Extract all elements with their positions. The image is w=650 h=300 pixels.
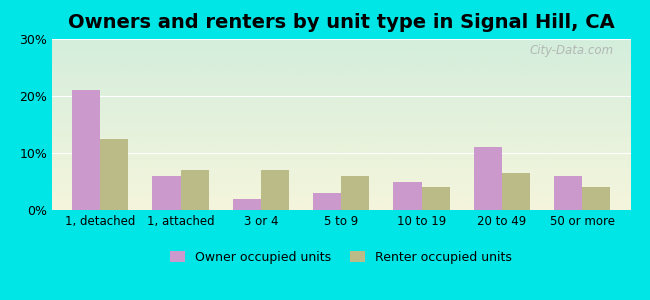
- Bar: [502, 173, 530, 210]
- Bar: [181, 170, 209, 210]
- Bar: [261, 170, 289, 210]
- Bar: [72, 90, 100, 210]
- Bar: [341, 176, 369, 210]
- Bar: [393, 182, 422, 210]
- Legend: Owner occupied units, Renter occupied units: Owner occupied units, Renter occupied un…: [165, 246, 517, 269]
- Bar: [313, 193, 341, 210]
- Bar: [554, 176, 582, 210]
- Bar: [474, 147, 502, 210]
- Bar: [153, 176, 181, 210]
- Text: City-Data.com: City-Data.com: [529, 44, 613, 57]
- Bar: [422, 187, 450, 210]
- Bar: [233, 199, 261, 210]
- Bar: [100, 139, 128, 210]
- Bar: [582, 187, 610, 210]
- Title: Owners and renters by unit type in Signal Hill, CA: Owners and renters by unit type in Signa…: [68, 13, 615, 32]
